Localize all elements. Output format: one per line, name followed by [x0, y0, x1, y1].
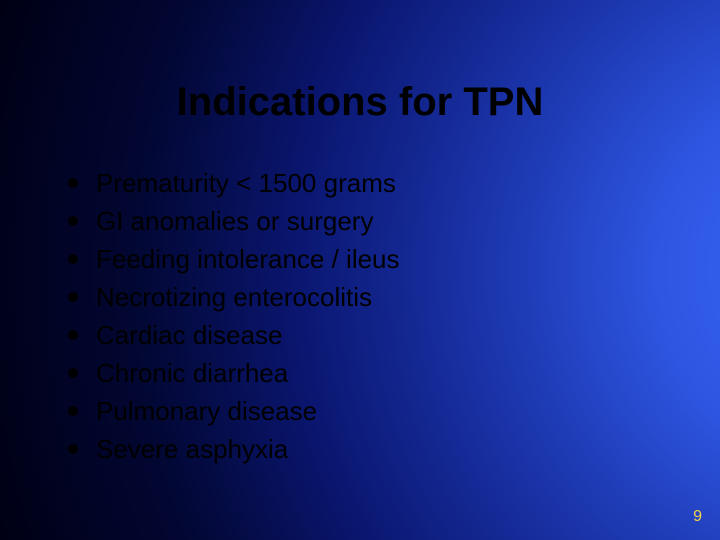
bullet-icon — [68, 444, 78, 454]
list-item: Severe asphyxia — [68, 430, 400, 468]
list-item: Pulmonary disease — [68, 392, 400, 430]
slide: Indications for TPN Prematurity < 1500 g… — [0, 0, 720, 540]
list-item-text: Necrotizing enterocolitis — [96, 282, 372, 313]
bullet-icon — [68, 292, 78, 302]
bullet-icon — [68, 254, 78, 264]
bullet-icon — [68, 368, 78, 378]
list-item: Cardiac disease — [68, 316, 400, 354]
list-item-text: Prematurity < 1500 grams — [96, 168, 396, 199]
list-item: Necrotizing enterocolitis — [68, 278, 400, 316]
list-item-text: Severe asphyxia — [96, 434, 288, 465]
bullet-icon — [68, 330, 78, 340]
list-item: GI anomalies or surgery — [68, 202, 400, 240]
list-item-text: Pulmonary disease — [96, 396, 317, 427]
bullet-list: Prematurity < 1500 grams GI anomalies or … — [68, 164, 400, 468]
list-item-text: GI anomalies or surgery — [96, 206, 373, 237]
page-number: 9 — [693, 508, 702, 526]
list-item-text: Feeding intolerance / ileus — [96, 244, 400, 275]
list-item: Feeding intolerance / ileus — [68, 240, 400, 278]
bullet-icon — [68, 178, 78, 188]
list-item: Prematurity < 1500 grams — [68, 164, 400, 202]
bullet-icon — [68, 406, 78, 416]
list-item: Chronic diarrhea — [68, 354, 400, 392]
slide-title: Indications for TPN — [120, 80, 600, 125]
list-item-text: Cardiac disease — [96, 320, 282, 351]
list-item-text: Chronic diarrhea — [96, 358, 288, 389]
bullet-icon — [68, 216, 78, 226]
